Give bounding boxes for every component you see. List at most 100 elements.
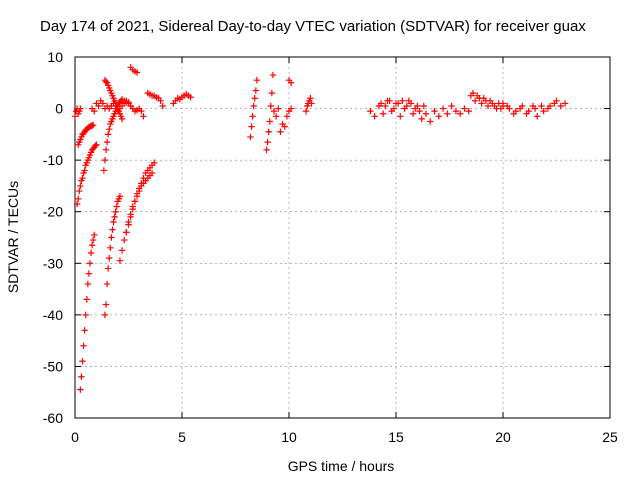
data-point: [103, 280, 111, 288]
data-point: [484, 102, 492, 110]
data-point: [91, 107, 98, 115]
data-point: [561, 100, 569, 107]
data-point: [81, 327, 88, 334]
data-point: [102, 301, 110, 308]
data-point: [127, 211, 134, 218]
data-point: [422, 110, 430, 117]
data-point: [448, 102, 455, 110]
series-arc-17: [285, 77, 295, 86]
data-point: [187, 94, 194, 101]
data-point: [127, 102, 134, 110]
data-point: [270, 107, 278, 115]
data-point: [150, 159, 158, 166]
data-point: [516, 105, 524, 112]
y-tick-label: 10: [47, 49, 63, 65]
y-tick-label: 0: [55, 101, 63, 117]
data-point: [307, 95, 314, 102]
data-point: [88, 242, 96, 249]
data-point: [367, 107, 374, 115]
data-point: [101, 156, 109, 164]
data-point: [435, 113, 442, 120]
data-point: [394, 100, 402, 107]
y-tick-label: -40: [43, 307, 63, 323]
data-point: [103, 138, 111, 146]
data-point: [118, 247, 126, 254]
data-point: [89, 236, 97, 244]
data-point: [109, 226, 116, 233]
data-point: [83, 296, 90, 303]
data-point: [116, 257, 124, 264]
data-point: [471, 97, 479, 105]
data-point: [529, 102, 537, 110]
data-point: [386, 97, 393, 105]
data-point: [510, 110, 517, 117]
series-arc-7: [101, 193, 124, 319]
data-point: [465, 107, 472, 115]
series-arc-12: [144, 89, 166, 110]
data-point: [76, 187, 83, 195]
data-point: [444, 110, 451, 117]
data-point: [431, 107, 438, 115]
data-point: [248, 123, 255, 130]
chart-title: Day 174 of 2021, Sidereal Day-to-day VTE…: [40, 18, 586, 35]
data-point: [79, 174, 86, 182]
series-arc-4: [77, 231, 98, 393]
y-tick-label: -50: [43, 358, 63, 374]
data-point: [85, 270, 93, 277]
data-point: [275, 105, 282, 112]
data-point: [412, 105, 419, 112]
data-point: [111, 213, 118, 221]
data-point: [131, 198, 139, 205]
data-point: [534, 113, 541, 120]
data-point: [268, 89, 276, 97]
data-point: [416, 107, 423, 115]
series-arc-23: [504, 97, 560, 120]
data-point: [125, 218, 132, 226]
series-arc-8: [101, 77, 126, 123]
data-point: [138, 107, 145, 115]
data-point: [101, 311, 109, 319]
data-point: [390, 105, 398, 112]
data-point: [93, 141, 100, 148]
data-point: [272, 113, 280, 120]
plot-frame: [74, 56, 611, 419]
data-point: [420, 102, 428, 110]
series-arc-2: [75, 121, 97, 148]
data-point: [461, 105, 468, 112]
data-point: [427, 118, 434, 125]
series-arc-21: [467, 89, 507, 112]
data-point: [71, 113, 79, 120]
data-point: [266, 118, 273, 125]
x-tick-label: 5: [178, 429, 186, 445]
data-point: [523, 110, 530, 117]
data-point: [281, 123, 288, 130]
data-point: [399, 97, 406, 105]
y-tick-label: -20: [43, 204, 63, 220]
data-point: [452, 107, 460, 115]
data-point: [263, 146, 270, 154]
data-point: [252, 87, 260, 94]
data-point: [113, 203, 120, 210]
data-point: [249, 113, 256, 120]
data-point: [159, 102, 166, 110]
data-point: [546, 102, 554, 110]
data-point: [102, 146, 110, 154]
series-arc-10: [123, 169, 156, 236]
y-axis-label: SDTVAR / TECUs: [5, 181, 21, 293]
data-point: [79, 358, 86, 365]
data-point: [264, 138, 271, 146]
y-tick-label: -60: [43, 410, 63, 426]
data-points: [71, 64, 569, 393]
data-point: [112, 208, 119, 215]
data-point: [75, 195, 82, 203]
data-point: [251, 95, 258, 102]
series-arc-3: [73, 141, 100, 208]
series-arc-13: [170, 90, 194, 107]
series-arc-1: [71, 105, 84, 120]
series-arc-15: [263, 71, 277, 154]
data-point: [457, 110, 464, 117]
data-point: [104, 131, 112, 138]
x-tick-label: 25: [602, 429, 618, 445]
data-point: [140, 113, 147, 120]
